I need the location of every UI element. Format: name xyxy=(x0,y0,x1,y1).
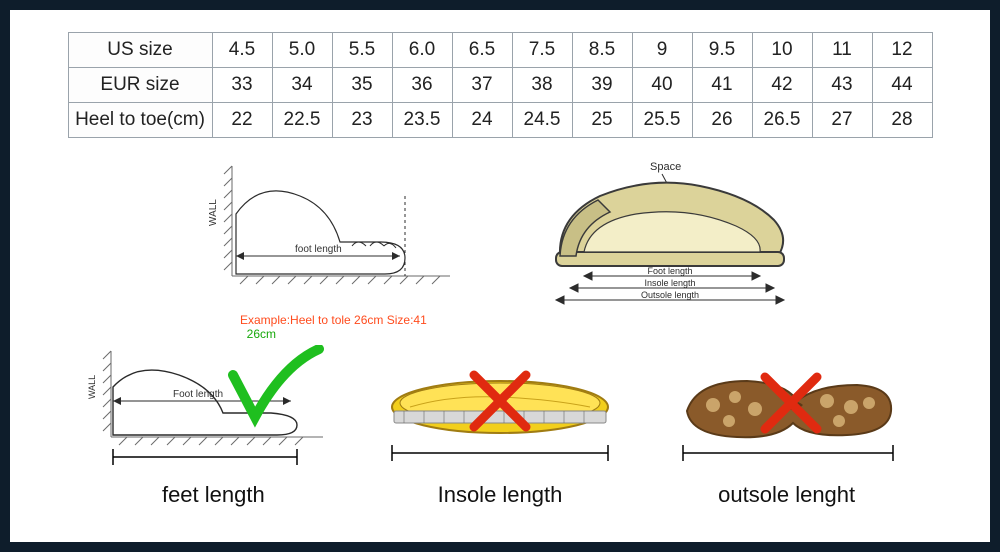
size-cell: 5.0 xyxy=(272,33,332,68)
size-cell: 42 xyxy=(752,68,812,103)
size-cell: 6.0 xyxy=(392,33,452,68)
example-cm: 26cm xyxy=(247,327,276,341)
foot-length-label: Foot length xyxy=(173,389,223,400)
row-header: US size xyxy=(68,33,212,68)
size-cell: 37 xyxy=(452,68,512,103)
shoe-line-outsole: Outsole length xyxy=(641,290,699,300)
shoe-line-foot: Foot length xyxy=(647,266,692,276)
size-cell: 24.5 xyxy=(512,103,572,138)
size-cell: 22 xyxy=(212,103,272,138)
diagram-feet-correct: WALL Foot length xyxy=(83,345,343,508)
size-cell: 23.5 xyxy=(392,103,452,138)
size-cell: 5.5 xyxy=(332,33,392,68)
caption-feet: feet length xyxy=(83,482,343,508)
size-cell: 23 xyxy=(332,103,392,138)
size-cell: 11 xyxy=(812,33,872,68)
size-cell: 34 xyxy=(272,68,332,103)
diagram-outsole-wrong: outsole lenght xyxy=(657,345,917,508)
example-size: 41 xyxy=(413,313,426,327)
caption-insole: Insole length xyxy=(370,482,630,508)
size-cell: 12 xyxy=(872,33,932,68)
size-cell: 36 xyxy=(392,68,452,103)
row-header: Heel to toe(cm) xyxy=(68,103,212,138)
size-cell: 6.5 xyxy=(452,33,512,68)
size-cell: 35 xyxy=(332,68,392,103)
wall-label-bottom: WALL xyxy=(87,375,97,399)
example-text: Example:Heel to tole 26cm Size: xyxy=(240,313,413,327)
size-conversion-table: US size4.55.05.56.06.57.58.599.5101112 EU… xyxy=(68,32,933,138)
size-cell: 4.5 xyxy=(212,33,272,68)
size-cell: 26.5 xyxy=(752,103,812,138)
size-cell: 43 xyxy=(812,68,872,103)
size-cell: 7.5 xyxy=(512,33,572,68)
size-cell: 28 xyxy=(872,103,932,138)
size-cell: 39 xyxy=(572,68,632,103)
diagram-insole-wrong: Insole length xyxy=(370,345,630,508)
size-cell: 27 xyxy=(812,103,872,138)
size-cell: 25 xyxy=(572,103,632,138)
size-cell: 9 xyxy=(632,33,692,68)
diagram-foot-trace: WALL xyxy=(200,156,460,341)
shoe-line-insole: Insole length xyxy=(644,278,695,288)
row-header: EUR size xyxy=(68,68,212,103)
wall-label: WALL xyxy=(208,199,219,226)
foot-length-arrow-label: foot length xyxy=(295,244,342,255)
check-icon xyxy=(233,349,319,417)
size-cell: 24 xyxy=(452,103,512,138)
size-cell: 9.5 xyxy=(692,33,752,68)
diagram-shoe-section: Space Foot length Insole length xyxy=(540,156,800,321)
size-cell: 8.5 xyxy=(572,33,632,68)
size-cell: 40 xyxy=(632,68,692,103)
size-cell: 41 xyxy=(692,68,752,103)
size-cell: 10 xyxy=(752,33,812,68)
size-cell: 22.5 xyxy=(272,103,332,138)
size-cell: 25.5 xyxy=(632,103,692,138)
space-label: Space xyxy=(650,161,681,173)
size-cell: 38 xyxy=(512,68,572,103)
caption-outsole: outsole lenght xyxy=(657,482,917,508)
size-cell: 26 xyxy=(692,103,752,138)
size-cell: 33 xyxy=(212,68,272,103)
size-cell: 44 xyxy=(872,68,932,103)
